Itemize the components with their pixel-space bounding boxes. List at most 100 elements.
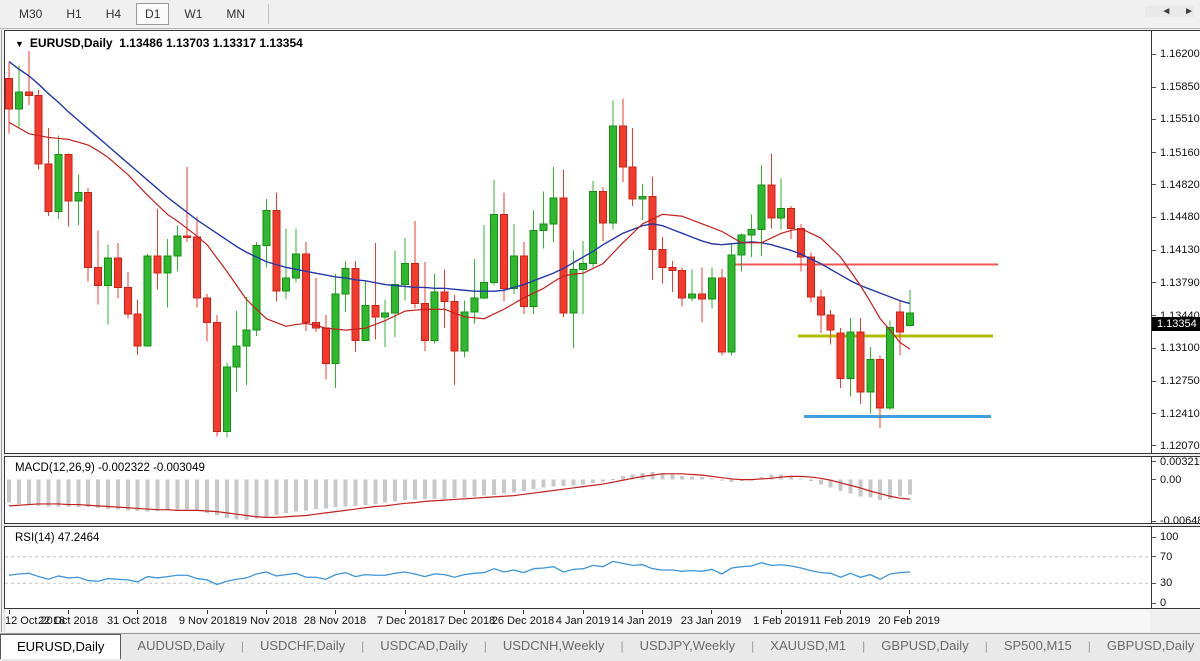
- date-axis-tick: [266, 610, 267, 614]
- macd-axis-tick: [1152, 521, 1156, 522]
- date-axis-label: 12 Oct 2018: [5, 615, 65, 627]
- price-axis-label: 1.15160: [1160, 146, 1200, 159]
- date-axis-tick: [583, 610, 584, 614]
- price-axis-label: 1.12410: [1160, 407, 1200, 420]
- timeframe-button-h1[interactable]: H1: [66, 7, 82, 21]
- price-axis-tick: [1152, 54, 1156, 55]
- date-axis-tick: [464, 610, 465, 614]
- macd-axis-label: 0.00: [1160, 473, 1182, 486]
- date-axis-label: 28 Nov 2018: [303, 615, 367, 627]
- rsi-axis-tick: [1152, 537, 1156, 538]
- date-axis-label: 23 Jan 2019: [680, 615, 742, 627]
- date-axis-tick: [405, 610, 406, 614]
- date-axis-tick: [840, 610, 841, 614]
- timeframe-button-m30[interactable]: M30: [19, 7, 43, 21]
- price-axis: 1.16200 1.15850 1.15510 1.15160 1.14820 1.144…: [1151, 31, 1200, 453]
- main-chart-panel: ▼ EURUSD,Daily 1.13486 1.13703 1.13317 1.…: [4, 30, 1200, 454]
- date-axis-label: 22 Oct 2018: [38, 615, 98, 627]
- price-axis-label: 1.16200: [1160, 48, 1200, 60]
- price-axis-tick: [1152, 282, 1156, 283]
- chart-tab-usdcad-daily[interactable]: USDCAD,Daily: [380, 638, 468, 653]
- date-axis-tick: [68, 610, 69, 614]
- date-axis-tick: [335, 610, 336, 614]
- date-axis-label: 1 Feb 2019: [753, 615, 809, 627]
- price-axis-tick: [1152, 119, 1156, 120]
- tab-scroll-arrows: ◄ ►: [1145, 6, 1194, 17]
- chart-title-symbol: EURUSD,Daily: [29, 36, 113, 50]
- chart-tab-xauusd-m1[interactable]: XAUUSD,M1: [770, 638, 847, 653]
- rsi-axis-label: 30: [1160, 577, 1173, 590]
- price-axis-tick: [1152, 381, 1156, 382]
- macd-label: MACD(12,26,9) -0.002322 -0.003049: [15, 462, 205, 474]
- price-axis-label: 1.15510: [1160, 113, 1200, 126]
- date-axis-tick: [642, 610, 643, 614]
- current-price-tag: 1.13354: [1152, 317, 1200, 331]
- chart-tab-usdjpy-weekly[interactable]: USDJPY,Weekly: [639, 638, 736, 653]
- chart-collapse-icon[interactable]: ▼: [15, 39, 24, 49]
- tab-separator: |: [483, 639, 487, 653]
- date-axis-tick: [711, 610, 712, 614]
- rsi-axis-label: 70: [1160, 550, 1173, 563]
- chart-tab-usdchf-daily[interactable]: USDCHF,Daily: [259, 638, 346, 653]
- price-axis-tick: [1152, 315, 1156, 316]
- chart-title-ohlc: 1.13486 1.13703 1.13317 1.13354: [119, 36, 303, 50]
- rsi-label: RSI(14) 47.2464: [15, 532, 100, 544]
- price-axis-label: 1.14820: [1160, 178, 1200, 191]
- tab-separator: |: [751, 639, 755, 653]
- chart-tab-sp500-m15[interactable]: SP500,M15: [1003, 638, 1072, 653]
- tab-separator: |: [862, 639, 866, 653]
- tab-scroll-left-icon[interactable]: ◄: [1161, 6, 1172, 17]
- chart-tab-audusd-daily[interactable]: AUDUSD,Daily: [137, 638, 225, 653]
- timeframe-button-mn[interactable]: MN: [226, 7, 246, 21]
- timeframe-button-d1[interactable]: D1: [136, 3, 170, 25]
- date-axis-label: 9 Nov 2018: [178, 615, 236, 627]
- macd-axis-label: -0.006485: [1160, 515, 1200, 528]
- date-axis-label: 26 Dec 2018: [491, 615, 555, 627]
- timeframe-button-w1[interactable]: W1: [184, 7, 203, 21]
- macd-panel: MACD(12,26,9) -0.002322 -0.003049 0.0032…: [4, 456, 1200, 527]
- date-axis-tick: [9, 610, 10, 614]
- date-axis-label: 19 Nov 2018: [234, 615, 298, 627]
- macd-axis-tick: [1152, 479, 1156, 480]
- date-axis-label: 17 Dec 2018: [432, 615, 496, 627]
- price-axis-label: 1.12750: [1160, 375, 1200, 388]
- date-axis-label: 31 Oct 2018: [107, 615, 167, 627]
- rsi-axis-tick: [1152, 556, 1156, 557]
- chart-tab-usdcnh-weekly[interactable]: USDCNH,Weekly: [502, 638, 605, 653]
- date-axis-tick: [523, 610, 524, 614]
- date-axis: 12 Oct 2018 22 Oct 2018 31 Oct 2018 9 Nov 2…: [5, 610, 1150, 632]
- rsi-axis-tick: [1152, 583, 1156, 584]
- tab-separator: |: [240, 639, 244, 653]
- price-axis-label: 1.14130: [1160, 244, 1200, 257]
- price-axis-tick: [1152, 87, 1156, 88]
- date-axis-tick: [781, 610, 782, 614]
- chart-tab-gbpusd-daily[interactable]: GBPUSD,Daily: [1106, 638, 1195, 653]
- chart-tab-eurusd-daily[interactable]: EURUSD,Daily: [0, 634, 122, 659]
- tab-scroll-right-icon[interactable]: ►: [1184, 6, 1194, 17]
- tab-separator: |: [361, 639, 365, 653]
- date-axis-tick: [137, 610, 138, 614]
- candlestick-plot[interactable]: [5, 31, 1150, 453]
- price-axis-tick: [1152, 250, 1156, 251]
- macd-axis: 0.003216 0.00 -0.006485: [1151, 456, 1200, 527]
- macd-axis-tick: [1152, 461, 1156, 462]
- rsi-axis-tick: [1152, 603, 1156, 604]
- date-axis-label: 11 Feb 2019: [809, 615, 871, 627]
- date-axis-label: 20 Feb 2019: [878, 615, 940, 627]
- macd-plot[interactable]: [5, 457, 1150, 523]
- rsi-axis: 100 70 30 0: [1151, 527, 1200, 609]
- price-axis-label: 1.13790: [1160, 276, 1200, 289]
- rsi-plot[interactable]: [5, 527, 1150, 608]
- toolbar-separator: [268, 4, 270, 24]
- price-axis-label: 1.13100: [1160, 342, 1200, 355]
- timeframe-button-h4[interactable]: H4: [105, 7, 122, 21]
- rsi-panel: RSI(14) 47.2464 100 70 30 0: [4, 526, 1200, 609]
- date-axis-tick: [909, 610, 910, 614]
- date-axis-tick: [207, 610, 208, 614]
- price-axis-tick: [1152, 348, 1156, 349]
- tab-separator: |: [1087, 639, 1091, 653]
- price-axis-tick: [1152, 217, 1156, 218]
- chart-tab-gbpusd-daily[interactable]: GBPUSD,Daily: [881, 638, 969, 653]
- tab-separator: |: [984, 639, 988, 653]
